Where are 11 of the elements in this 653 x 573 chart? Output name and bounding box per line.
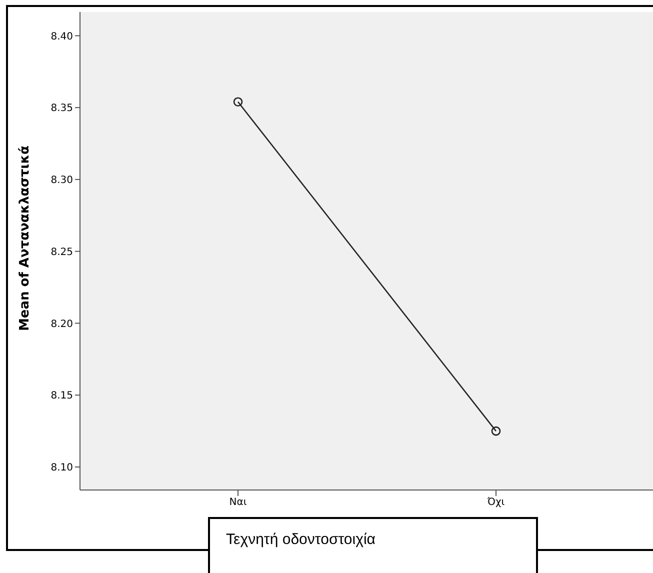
x-tick-label: Ναι: [229, 497, 248, 508]
y-tick-label: 8.40: [50, 31, 73, 42]
y-tick-label: 8.10: [50, 462, 73, 474]
y-tick-label: 8.30: [50, 175, 73, 186]
y-tick-label: 8.15: [50, 390, 73, 402]
y-axis-title: Mean of Αντανακλαστικά: [18, 146, 33, 331]
x-tick-label: Όχι: [486, 497, 506, 508]
axis-title-box: Τεχνητή οδοντοστοιχία: [208, 517, 538, 573]
y-tick-label: 8.25: [50, 246, 73, 258]
y-tick-label: 8.20: [50, 318, 73, 330]
y-tick-label: 8.35: [50, 103, 73, 114]
